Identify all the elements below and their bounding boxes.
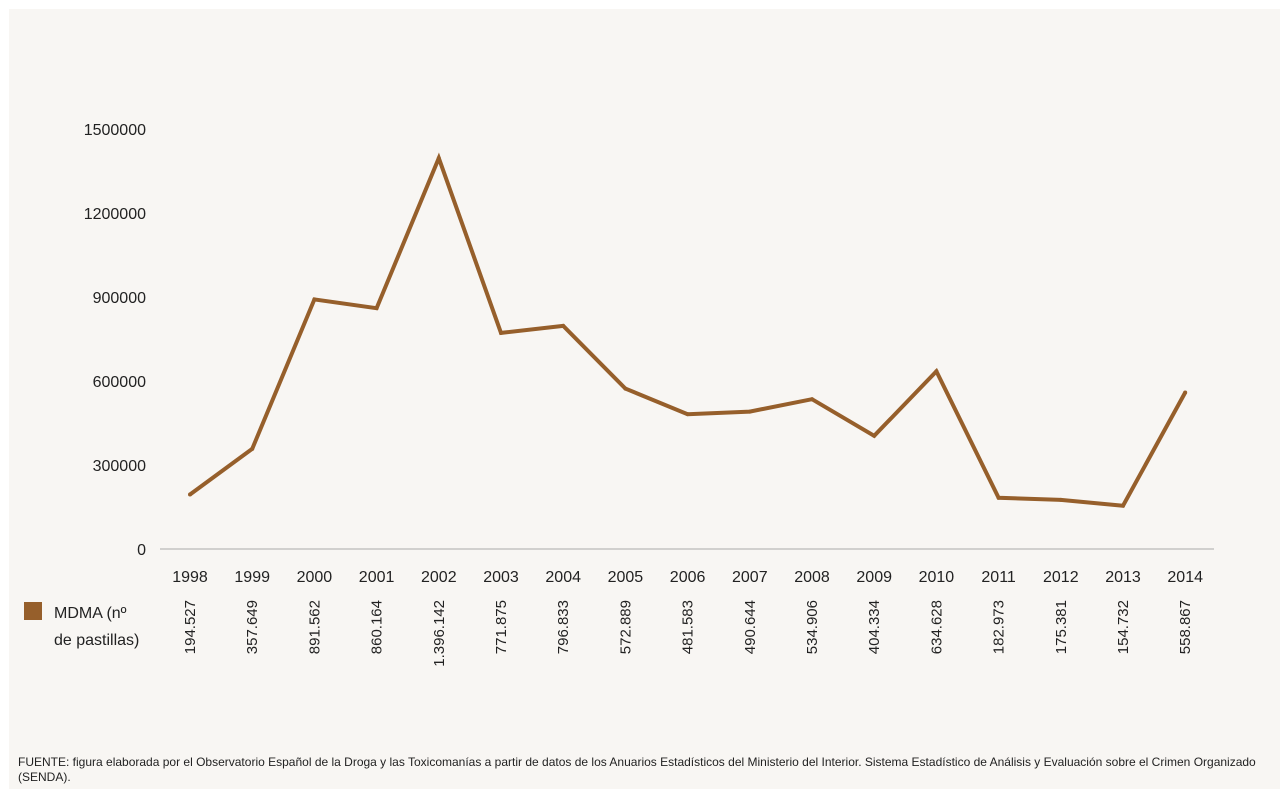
value-label: 634.628	[928, 600, 945, 654]
data-point	[623, 387, 627, 391]
y-tick-label: 1200000	[84, 206, 146, 223]
data-points	[188, 156, 1187, 508]
legend: MDMA (nº de pastillas)	[24, 602, 139, 649]
x-tick-label: 2014	[1167, 569, 1203, 586]
value-label: 534.906	[804, 600, 821, 654]
x-tick-label: 2000	[297, 569, 333, 586]
source-note: FUENTE: figura elaborada por el Observat…	[18, 755, 1268, 785]
value-label: 154.732	[1115, 600, 1132, 654]
value-label: 404.334	[866, 600, 883, 654]
value-label: 481.583	[680, 600, 697, 654]
data-point	[934, 369, 938, 373]
series-line-mdma	[190, 158, 1185, 506]
y-tick-label: 1500000	[84, 122, 146, 139]
x-tick-label: 2008	[794, 569, 830, 586]
value-label: 194.527	[182, 600, 199, 654]
value-label: 771.875	[493, 600, 510, 654]
y-tick-label: 600000	[93, 374, 146, 391]
x-tick-label: 2004	[545, 569, 581, 586]
x-tick-label: 2001	[359, 569, 395, 586]
x-tick-label: 2003	[483, 569, 519, 586]
data-point	[1183, 391, 1187, 395]
y-tick-label: 300000	[93, 458, 146, 475]
x-tick-label: 2011	[981, 569, 1016, 586]
value-label: 891.562	[306, 600, 323, 654]
data-point	[499, 331, 503, 335]
x-tick-label: 2009	[856, 569, 892, 586]
y-tick-label: 900000	[93, 290, 146, 307]
x-tick-label: 2005	[608, 569, 644, 586]
x-tick-label: 2007	[732, 569, 768, 586]
data-point	[872, 434, 876, 438]
value-label: 1.396.142	[431, 600, 448, 667]
x-tick-label: 2012	[1043, 569, 1079, 586]
x-tick-label: 2010	[919, 569, 955, 586]
legend-label-line2: de pastillas)	[54, 632, 139, 649]
x-tick-label: 2002	[421, 569, 457, 586]
value-label: 572.889	[617, 600, 634, 654]
data-point	[748, 410, 752, 414]
data-point	[810, 397, 814, 401]
y-tick-label: 0	[137, 542, 146, 559]
y-axis: 0 300000 600000 900000 1200000 1500000	[84, 122, 146, 559]
data-point	[997, 496, 1001, 500]
data-point	[375, 306, 379, 310]
data-point	[437, 156, 441, 160]
data-point	[250, 447, 254, 451]
value-label: 175.381	[1053, 600, 1070, 654]
legend-swatch	[24, 602, 42, 620]
value-label: 558.867	[1177, 600, 1194, 654]
x-tick-label: 1999	[234, 569, 270, 586]
value-label: 796.833	[555, 600, 572, 654]
data-point	[1059, 498, 1063, 502]
x-tick-label: 1998	[172, 569, 208, 586]
value-label: 182.973	[991, 600, 1008, 654]
data-point	[1121, 504, 1125, 508]
value-label: 490.644	[742, 600, 759, 654]
data-point	[188, 493, 192, 497]
x-axis: 1998 1999 2000 2001 2002 2003 2004 2005 2006 2007…	[172, 569, 1203, 586]
x-tick-label: 2013	[1105, 569, 1141, 586]
x-tick-label: 2006	[670, 569, 706, 586]
value-label: 357.649	[244, 600, 261, 654]
value-label: 860.164	[369, 600, 386, 654]
data-point	[312, 297, 316, 301]
data-point	[561, 324, 565, 328]
legend-label-line1: MDMA (nº	[54, 605, 127, 622]
data-point	[686, 412, 690, 416]
value-labels-row: 194.527 357.649 891.562 860.164 1.396.142 771…	[182, 600, 1194, 667]
